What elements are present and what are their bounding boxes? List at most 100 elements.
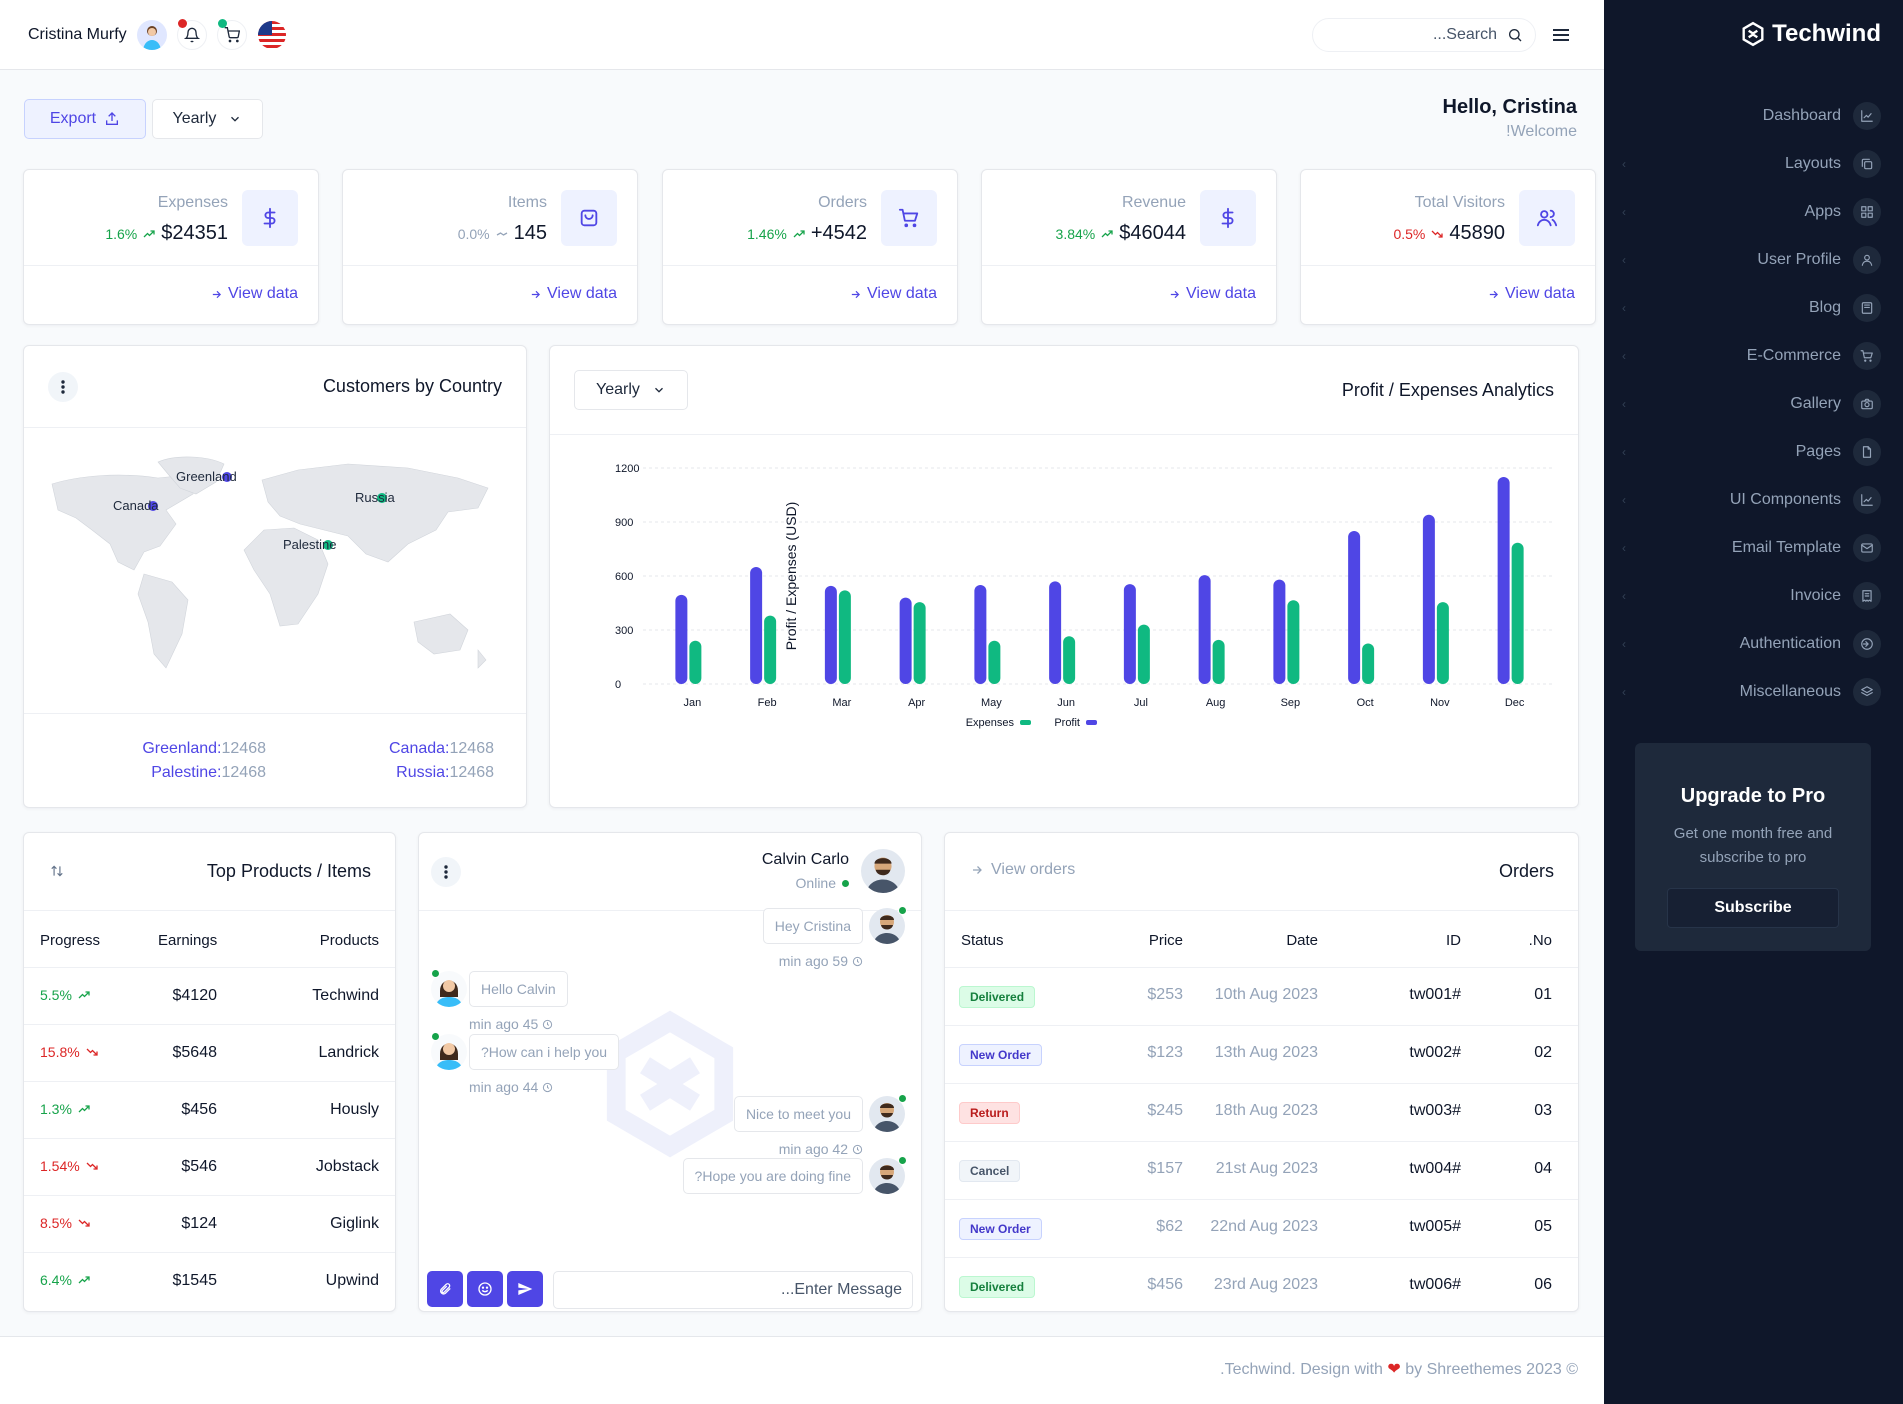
- progress-cell: 6.4%: [40, 1272, 90, 1288]
- sidebar-item-layouts[interactable]: ‹ Layouts: [1604, 140, 1903, 188]
- table-row[interactable]: 8.5% $124 Giglink: [24, 1195, 395, 1252]
- price-cell: $123: [1147, 1044, 1183, 1061]
- table-row[interactable]: 6.4% $1545 Upwind: [24, 1252, 395, 1309]
- menu-toggle-button[interactable]: [1546, 20, 1576, 50]
- world-map[interactable]: Greenland Canada Russia Palestine: [48, 454, 512, 684]
- sidebar-item-pages[interactable]: ‹ Pages: [1604, 428, 1903, 476]
- sidebar-item-gallery[interactable]: ‹ Gallery: [1604, 380, 1903, 428]
- sidebar-item-e-commerce[interactable]: ‹ E-Commerce: [1604, 332, 1903, 380]
- chevron-left-icon: ‹: [1622, 349, 1626, 363]
- export-button[interactable]: Export: [24, 99, 146, 139]
- user-menu[interactable]: Cristina Murfy: [28, 19, 287, 50]
- y-tick-label: 0: [615, 679, 621, 691]
- order-row[interactable]: Delivered $253 10th Aug 2023 tw001# 01: [945, 967, 1578, 1025]
- analytics-chart[interactable]: 0 300 600 900 1200 Jan Feb Mar Apr May Jun Jul Aug Se…: [550, 436, 1578, 808]
- stat-card-orders: Orders 1.46% +4542 View data: [662, 169, 958, 325]
- legend-label: Expenses: [966, 717, 1015, 729]
- avatar[interactable]: [136, 20, 167, 50]
- card-header: Top Products / Items: [24, 833, 395, 911]
- map-stat-canada: Canada:12468: [389, 740, 494, 757]
- stat-card-revenue: Revenue 3.84% $46044 View data: [981, 169, 1277, 325]
- arrow-right-icon: [973, 866, 982, 874]
- chat-options-button[interactable]: [431, 857, 461, 887]
- progress-cell: 8.5%: [40, 1215, 90, 1231]
- subscribe-button[interactable]: Subscribe: [1667, 888, 1839, 928]
- sidebar-item-user-profile[interactable]: ‹ User Profile: [1604, 236, 1903, 284]
- contact-name: Calvin Carlo: [761, 851, 849, 868]
- view-data-link[interactable]: View data: [850, 285, 937, 303]
- stat-body: Orders 1.46% +4542: [663, 170, 957, 266]
- sidebar-item-authentication[interactable]: ‹ Authentication: [1604, 620, 1903, 668]
- x-tick-label: Aug: [1206, 697, 1226, 709]
- order-row[interactable]: Return $245 18th Aug 2023 tw003# 03: [945, 1083, 1578, 1141]
- bar-profit: [1273, 579, 1286, 684]
- order-id-cell: tw001#: [1409, 986, 1461, 1003]
- more-options-button[interactable]: [48, 372, 78, 402]
- brand-logo[interactable]: Techwind: [1740, 20, 1881, 48]
- period-select[interactable]: Yearly: [152, 99, 263, 139]
- attach-button[interactable]: [427, 1271, 463, 1307]
- chevron-left-icon: ‹: [1622, 301, 1626, 315]
- col-no: .No: [1528, 932, 1552, 949]
- price-cell: $245: [1147, 1102, 1183, 1119]
- receipt-icon: [1862, 590, 1872, 602]
- product-cell: Jobstack: [315, 1158, 379, 1175]
- sort-icon: [51, 865, 63, 877]
- view-orders-link[interactable]: View orders: [971, 861, 1075, 879]
- stat-value: $46044: [1119, 222, 1186, 244]
- sidebar-item-apps[interactable]: ‹ Apps: [1604, 188, 1903, 236]
- table-row[interactable]: 1.3% $456 Hously: [24, 1081, 395, 1138]
- view-data-link[interactable]: View data: [211, 285, 298, 303]
- search-icon: [1509, 29, 1522, 42]
- map-stat-greenland: Greenland:12468: [142, 740, 266, 757]
- sidebar-item-blog[interactable]: ‹ Blog: [1604, 284, 1903, 332]
- order-row[interactable]: Delivered $456 23rd Aug 2023 tw006# 06: [945, 1257, 1578, 1315]
- status-badge: New Order: [959, 1044, 1042, 1066]
- x-tick-label: Jul: [1134, 697, 1148, 709]
- kebab-icon: [61, 380, 65, 394]
- search-input[interactable]: ...Search: [1312, 18, 1536, 52]
- order-row[interactable]: New Order $123 13th Aug 2023 tw002# 02: [945, 1025, 1578, 1083]
- sidebar-item-invoice[interactable]: ‹ Invoice: [1604, 572, 1903, 620]
- send-button[interactable]: [507, 1271, 543, 1307]
- trend-flat-icon: [496, 232, 507, 236]
- sidebar-item-miscellaneous[interactable]: ‹ Miscellaneous: [1604, 668, 1903, 716]
- table-row[interactable]: 5.5% $4120 Techwind: [24, 967, 395, 1024]
- analytics-period-select[interactable]: Yearly: [574, 370, 688, 410]
- x-tick-label: Oct: [1357, 697, 1374, 709]
- order-row[interactable]: Cancel $157 21st Aug 2023 tw004# 04: [945, 1141, 1578, 1199]
- price-cell: $253: [1147, 986, 1183, 1003]
- file-icon: [1862, 446, 1872, 458]
- order-row[interactable]: New Order $62 22nd Aug 2023 tw005# 05: [945, 1199, 1578, 1257]
- trend-down-icon: [86, 1048, 98, 1056]
- dollar-icon: [263, 207, 276, 229]
- date-cell: 18th Aug 2023: [1214, 1102, 1318, 1119]
- sidebar-item-ui-components[interactable]: ‹ UI Components: [1604, 476, 1903, 524]
- sidebar-item-label: Apps: [1804, 203, 1841, 220]
- emoji-button[interactable]: [467, 1271, 503, 1307]
- upload-icon: [106, 112, 119, 125]
- view-data-link[interactable]: View data: [530, 285, 617, 303]
- cart-button[interactable]: [216, 19, 247, 50]
- message-input[interactable]: ...Enter Message: [553, 1271, 913, 1309]
- table-row[interactable]: 15.8% $5648 Landrick: [24, 1024, 395, 1081]
- view-data-link[interactable]: View data: [1488, 285, 1575, 303]
- stat-label: Orders: [818, 194, 867, 211]
- stat-body: Total Visitors 0.5% 45890: [1301, 170, 1595, 266]
- period-label: Yearly: [596, 381, 640, 398]
- language-flag-button[interactable]: [256, 20, 287, 50]
- contact-avatar[interactable]: [861, 849, 905, 893]
- table-row[interactable]: 1.54% $546 Jobstack: [24, 1138, 395, 1195]
- bar-expenses: [988, 640, 1001, 684]
- sort-button[interactable]: [50, 863, 64, 879]
- cart-icon: [898, 208, 919, 228]
- bar-expenses: [1511, 542, 1524, 684]
- product-cell: Giglink: [330, 1215, 379, 1232]
- notifications-button[interactable]: [176, 19, 207, 50]
- map-stat-palestine: Palestine:12468: [151, 764, 266, 781]
- view-data-link[interactable]: View data: [1169, 285, 1256, 303]
- grid-icon: [1853, 198, 1881, 226]
- progress-cell: 1.54%: [40, 1158, 98, 1174]
- sidebar-item-email-template[interactable]: ‹ Email Template: [1604, 524, 1903, 572]
- sidebar-item-dashboard[interactable]: Dashboard: [1604, 92, 1903, 140]
